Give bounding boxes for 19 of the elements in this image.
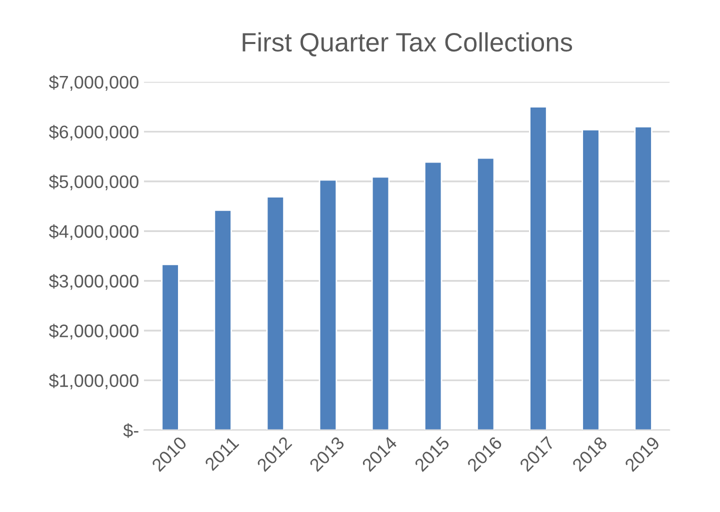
y-tick-label: $4,000,000 xyxy=(48,224,138,240)
y-tick-label: $2,000,000 xyxy=(48,324,138,340)
bar xyxy=(214,210,232,430)
bar xyxy=(161,264,180,430)
y-tick-label: $- xyxy=(123,423,138,438)
bar xyxy=(318,179,338,430)
bar xyxy=(266,196,285,430)
y-tick-label: $5,000,000 xyxy=(48,174,138,190)
bar xyxy=(476,157,495,430)
bar xyxy=(371,176,390,430)
bar xyxy=(634,126,652,430)
bar xyxy=(582,128,600,430)
bar xyxy=(529,106,548,430)
y-tick-label: $6,000,000 xyxy=(48,124,138,141)
bar xyxy=(424,161,442,430)
chart-title: First Quarter Tax Collections xyxy=(242,32,572,56)
y-tick-label: $3,000,000 xyxy=(48,274,138,290)
y-tick-label: $1,000,000 xyxy=(48,374,138,390)
y-tick-label: $7,000,000 xyxy=(48,75,138,91)
